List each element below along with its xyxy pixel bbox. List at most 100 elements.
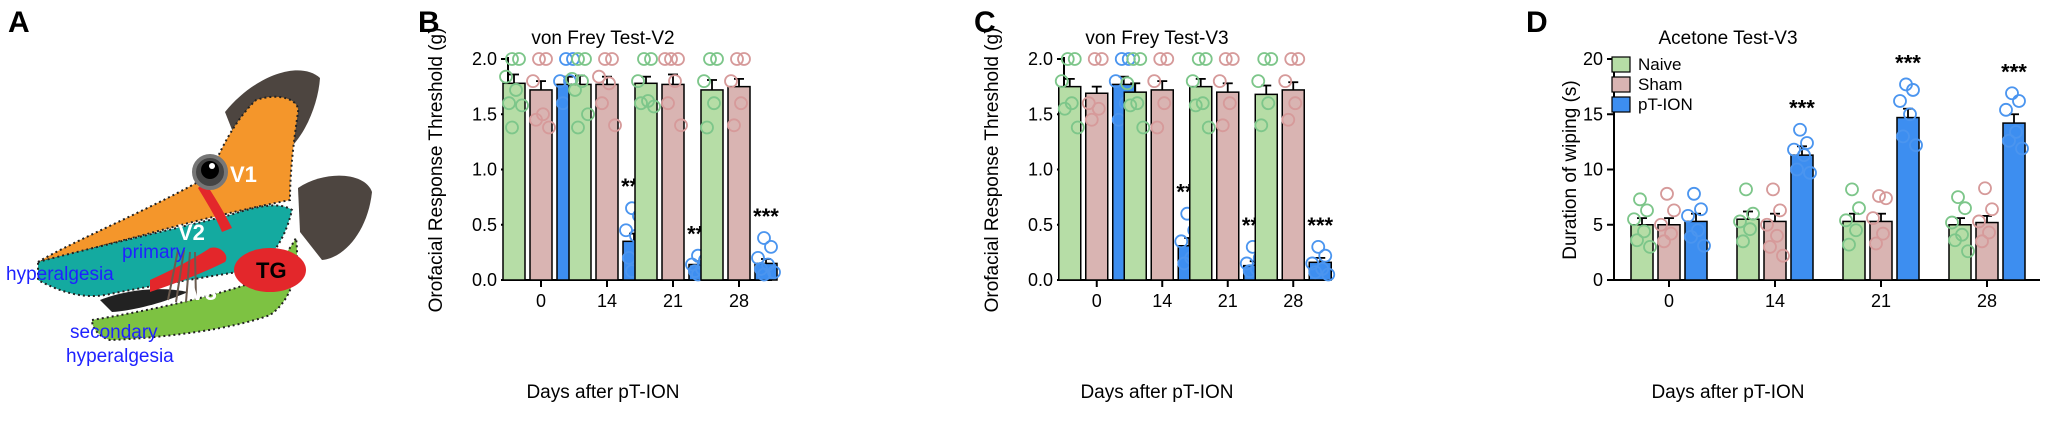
data-point-naive: [1133, 52, 1148, 66]
data-point-sham: [1872, 189, 1886, 203]
data-point-naive: [1739, 182, 1753, 197]
data-point-ption: [2002, 133, 2016, 148]
data-point-ption: [1308, 265, 1323, 280]
data-point-naive: [1746, 206, 1760, 221]
data-point-naive: [1070, 120, 1085, 135]
bar-naive: [1058, 85, 1082, 281]
y-tick-label: 15: [1583, 104, 1603, 124]
data-point-sham: [526, 74, 540, 88]
data-point-naive: [1852, 201, 1866, 216]
data-point-naive: [1264, 52, 1279, 66]
data-point-naive: [515, 98, 529, 113]
data-point-naive: [578, 52, 592, 66]
data-point-naive: [1643, 239, 1657, 254]
region-label-tg: TG: [256, 258, 287, 283]
data-point-sham: [727, 118, 741, 133]
data-point-sham: [1160, 52, 1175, 66]
data-point-sham: [1278, 74, 1293, 88]
chart-title: Acetone Test-V3: [1658, 28, 1797, 49]
data-point-sham: [1664, 226, 1678, 241]
x-tick-label: 14: [597, 291, 617, 311]
data-point-ption: [2009, 125, 2023, 139]
legend-label-ption: pT-ION: [1638, 95, 1693, 114]
y-tick-label: 0.5: [1028, 215, 1053, 235]
x-axis-label: Days after pT-ION: [526, 382, 679, 403]
panel-b: B von Frey Test-V2 Orofacial Response Th…: [418, 6, 781, 403]
x-tick-label: 28: [729, 291, 749, 311]
data-point-naive: [1633, 192, 1647, 207]
panel-a: A V1 V2 V3 TG primary hyperalgesia secon…: [6, 6, 372, 367]
significance-marker: ***: [2001, 59, 2027, 84]
data-point-sham: [1212, 74, 1227, 88]
data-point-naive: [644, 52, 658, 66]
data-point-naive: [1637, 224, 1651, 239]
panel-c: C von Frey Test-V3 Orofacial Response Th…: [974, 6, 1336, 403]
data-point-ption: [1687, 186, 1701, 201]
y-tick-label: 5: [1593, 215, 1603, 235]
y-tick-label: 0.0: [472, 270, 497, 290]
v1-region: [37, 95, 300, 263]
y-tick-label: 20: [1583, 49, 1603, 69]
data-point-sham: [1972, 214, 1986, 229]
data-point-naive: [634, 96, 648, 111]
panel-letter-c: C: [974, 6, 996, 39]
data-point-ption: [2012, 94, 2026, 108]
data-point-ption: [1318, 248, 1333, 263]
chart-title: von Frey Test-V2: [531, 28, 674, 49]
data-point-sham: [1091, 101, 1106, 116]
data-point-sham: [598, 52, 612, 66]
data-point-sham: [539, 52, 553, 66]
bar-sham: [1150, 89, 1174, 281]
data-point-ption: [1790, 162, 1804, 177]
data-point-naive: [710, 52, 724, 66]
data-point-sham: [1225, 52, 1240, 66]
data-point-ption: [1174, 234, 1189, 249]
eye-highlight: [209, 163, 215, 169]
data-point-naive: [499, 69, 513, 84]
bar-naive: [700, 89, 724, 281]
data-point-sham: [674, 118, 688, 133]
data-point-sham: [1087, 52, 1102, 66]
data-point-sham: [737, 52, 751, 66]
data-point-sham: [1773, 203, 1787, 218]
bar-naive: [568, 83, 592, 281]
data-point-naive: [571, 120, 585, 135]
y-axis-label: Orofacial Response Threshold (g): [426, 28, 447, 313]
data-point-naive: [1945, 215, 1959, 230]
y-tick-label: 10: [1583, 160, 1603, 180]
data-point-sham: [730, 52, 744, 66]
data-point-naive: [1130, 96, 1145, 111]
data-point-naive: [631, 74, 645, 88]
v3-region: [90, 234, 298, 342]
x-tick-label: 14: [1152, 291, 1172, 311]
data-point-sham: [1763, 239, 1777, 254]
data-point-naive: [509, 83, 523, 97]
data-point-sham: [1660, 186, 1674, 201]
data-point-naive: [697, 74, 711, 88]
data-point-naive: [700, 120, 714, 135]
x-tick-label: 0: [536, 291, 546, 311]
data-point-sham: [1866, 211, 1880, 226]
data-point-naive: [1736, 234, 1750, 249]
legend-swatch-naive: [1611, 56, 1631, 73]
ear-front-shape: [298, 175, 372, 260]
y-tick-label: 0.5: [472, 215, 497, 235]
data-point-naive: [1251, 74, 1266, 88]
whiskers: [167, 249, 197, 303]
data-point-naive: [1195, 96, 1210, 111]
chart-b-plot: 0.00.51.01.52.00 14***21***28***: [472, 49, 781, 311]
data-point-naive: [575, 74, 589, 88]
data-point-naive: [1054, 74, 1069, 88]
annotation-primary: primary: [122, 242, 186, 263]
x-tick-label: 28: [1283, 291, 1303, 311]
data-point-sham: [529, 112, 543, 127]
data-point-naive: [505, 52, 519, 66]
data-point-ption: [1793, 122, 1807, 137]
data-point-ption: [1311, 239, 1326, 254]
data-point-ption: [1803, 165, 1817, 180]
data-point-naive: [707, 96, 721, 111]
data-point-ption: [2015, 141, 2029, 156]
legend-swatch-ption: [1611, 96, 1631, 113]
data-point-naive: [1136, 120, 1151, 135]
